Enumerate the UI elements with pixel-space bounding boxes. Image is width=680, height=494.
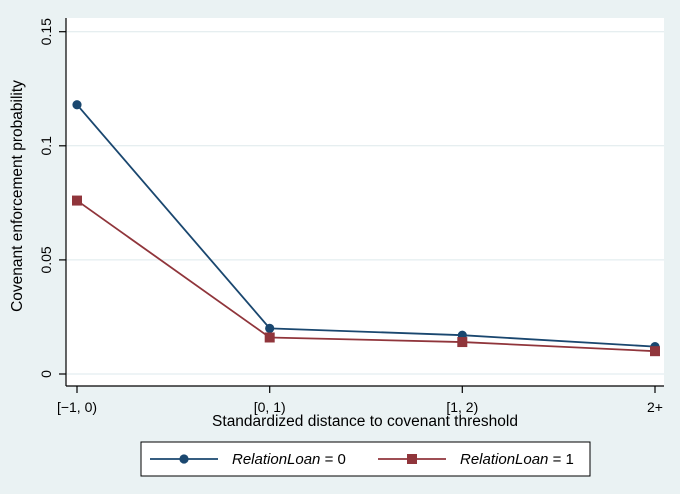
- data-point-marker: [72, 100, 82, 110]
- x-tick-label: [0, 1): [254, 399, 286, 415]
- legend-marker: [407, 454, 417, 464]
- series-line-1: [76, 199, 656, 353]
- data-point-marker: [264, 332, 275, 343]
- legend-label: RelationLoan = 0: [232, 451, 346, 468]
- axes: [65, 18, 664, 387]
- plot-area: [66, 18, 664, 386]
- y-tick-label: 0: [38, 370, 54, 378]
- legend: RelationLoan = 0 RelationLoan = 1: [140, 441, 591, 477]
- y-tick-label: 0.1: [38, 136, 54, 156]
- x-tick-label: 2+: [647, 399, 663, 415]
- data-point-marker: [72, 195, 82, 206]
- tick-marks: [59, 31, 656, 393]
- data-point-marker: [457, 337, 468, 348]
- data-point-marker: [265, 323, 275, 333]
- y-tick-label: 0.15: [38, 18, 54, 45]
- legend-label: RelationLoan = 1: [460, 451, 574, 468]
- x-tick-label: [−1, 0): [57, 399, 97, 415]
- y-axis-title: Covenant enforcement probability: [9, 80, 26, 312]
- data-series: [72, 100, 660, 357]
- x-axis-title: Standardized distance to covenant thresh…: [212, 413, 518, 430]
- legend-marker: [179, 454, 189, 464]
- series-line-0: [76, 104, 656, 348]
- x-tick-label: [1, 2): [446, 399, 478, 415]
- gridlines: [66, 31, 664, 375]
- y-tick-label: 0.05: [38, 246, 54, 273]
- tick-labels: 0 0.05 0.1 0.15 [−1, 0) [0, 1) [1, 2) 2+: [38, 18, 663, 415]
- legend-entry: RelationLoan = 0: [150, 451, 346, 468]
- data-point-marker: [650, 346, 660, 357]
- legend-entry: RelationLoan = 1: [378, 451, 574, 468]
